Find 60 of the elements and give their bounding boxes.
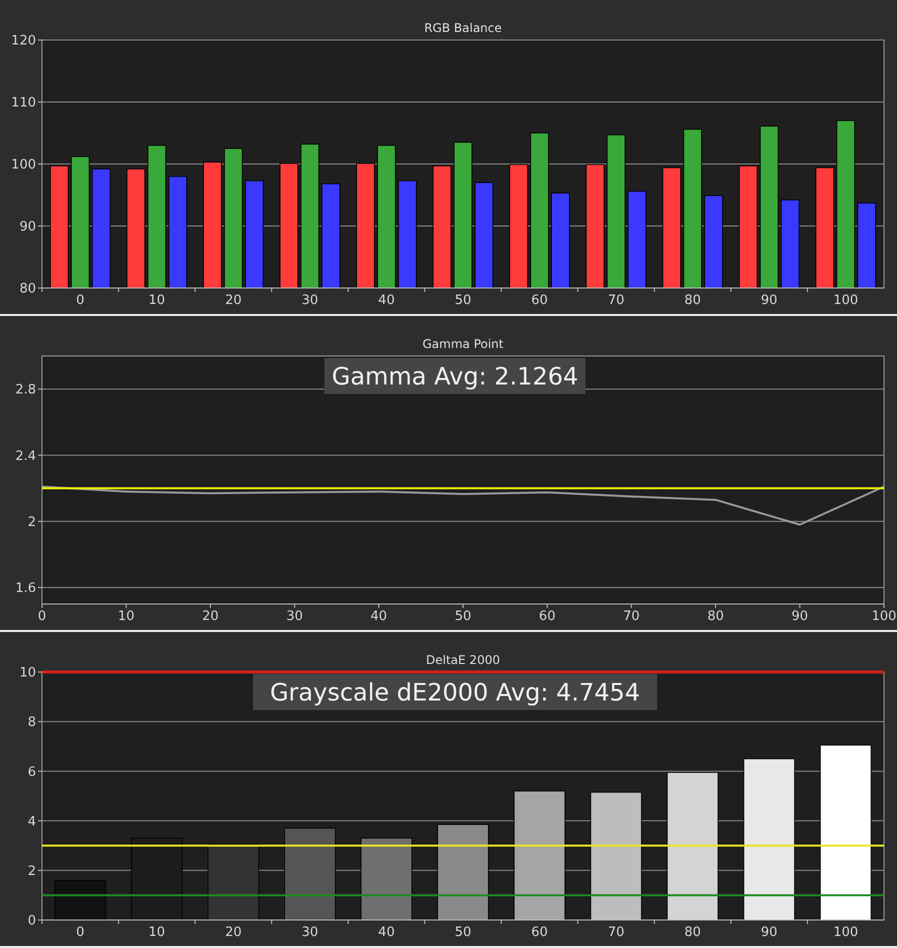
y-tick-label: 80 — [19, 282, 36, 297]
x-tick-label: 70 — [623, 609, 640, 624]
x-tick-label: 60 — [531, 293, 548, 308]
x-tick-label: 40 — [378, 293, 395, 308]
x-tick-label: 20 — [225, 293, 242, 308]
bar — [284, 828, 336, 920]
x-tick-label: 70 — [608, 925, 624, 940]
x-tick-label: 80 — [684, 293, 701, 308]
y-tick-label: 0 — [28, 914, 36, 929]
bar — [820, 744, 872, 920]
x-tick-label: 20 — [202, 609, 219, 624]
x-tick-label: 90 — [792, 609, 808, 624]
annotation: Grayscale dE2000 Avg: 4.7454 — [270, 678, 640, 706]
y-tick-label: 10 — [19, 666, 36, 681]
y-tick-label: 8 — [28, 715, 36, 730]
x-tick-label: 90 — [760, 925, 778, 940]
y-tick-label: 6 — [28, 764, 36, 780]
x-tick-label: 30 — [302, 925, 318, 940]
x-tick-label: 0 — [38, 609, 46, 624]
x-tick-label: 50 — [454, 925, 472, 940]
x-tick-label: 30 — [302, 293, 318, 308]
y-tick-label: 120 — [11, 34, 36, 49]
chart-title: DeltaE 2000 — [426, 653, 500, 667]
bar — [743, 758, 795, 920]
x-tick-label: 70 — [608, 293, 624, 308]
x-tick-label: 90 — [760, 293, 778, 308]
y-tick-label: 2.8 — [15, 382, 36, 398]
x-tick-label: 10 — [118, 609, 134, 624]
x-tick-label: 50 — [454, 293, 472, 308]
y-tick-label: 2 — [28, 514, 36, 530]
x-tick-label: 100 — [833, 925, 858, 940]
x-tick-label: 40 — [370, 609, 388, 624]
x-tick-label: 10 — [148, 293, 166, 308]
x-tick-label: 30 — [286, 609, 303, 624]
y-tick-label: 1.6 — [15, 581, 36, 596]
x-tick-label: 60 — [531, 925, 548, 940]
bar — [54, 880, 106, 920]
x-tick-label: 40 — [378, 925, 395, 940]
x-tick-label: 80 — [684, 925, 701, 940]
x-tick-label: 50 — [454, 609, 472, 624]
annotation: Gamma Avg: 2.1264 — [332, 362, 578, 390]
x-tick-label: 0 — [76, 293, 84, 308]
bar — [360, 838, 412, 920]
x-tick-label: 100 — [872, 609, 896, 624]
y-tick-label: 100 — [11, 158, 36, 173]
bar — [208, 844, 260, 920]
y-tick-label: 2 — [28, 864, 36, 879]
y-tick-label: 90 — [19, 220, 36, 235]
x-tick-label: 0 — [76, 925, 84, 940]
bar — [666, 772, 718, 920]
x-tick-label: 20 — [225, 925, 242, 940]
y-tick-label: 4 — [28, 814, 36, 830]
x-tick-label: 80 — [707, 609, 724, 624]
x-tick-label: 100 — [833, 293, 858, 308]
y-tick-label: 2.4 — [15, 448, 36, 464]
x-tick-label: 10 — [148, 925, 166, 940]
chart-title: RGB Balance — [424, 21, 502, 35]
x-tick-label: 60 — [538, 609, 556, 624]
y-tick-label: 110 — [11, 96, 36, 111]
chart-title: Gamma Point — [422, 337, 504, 351]
